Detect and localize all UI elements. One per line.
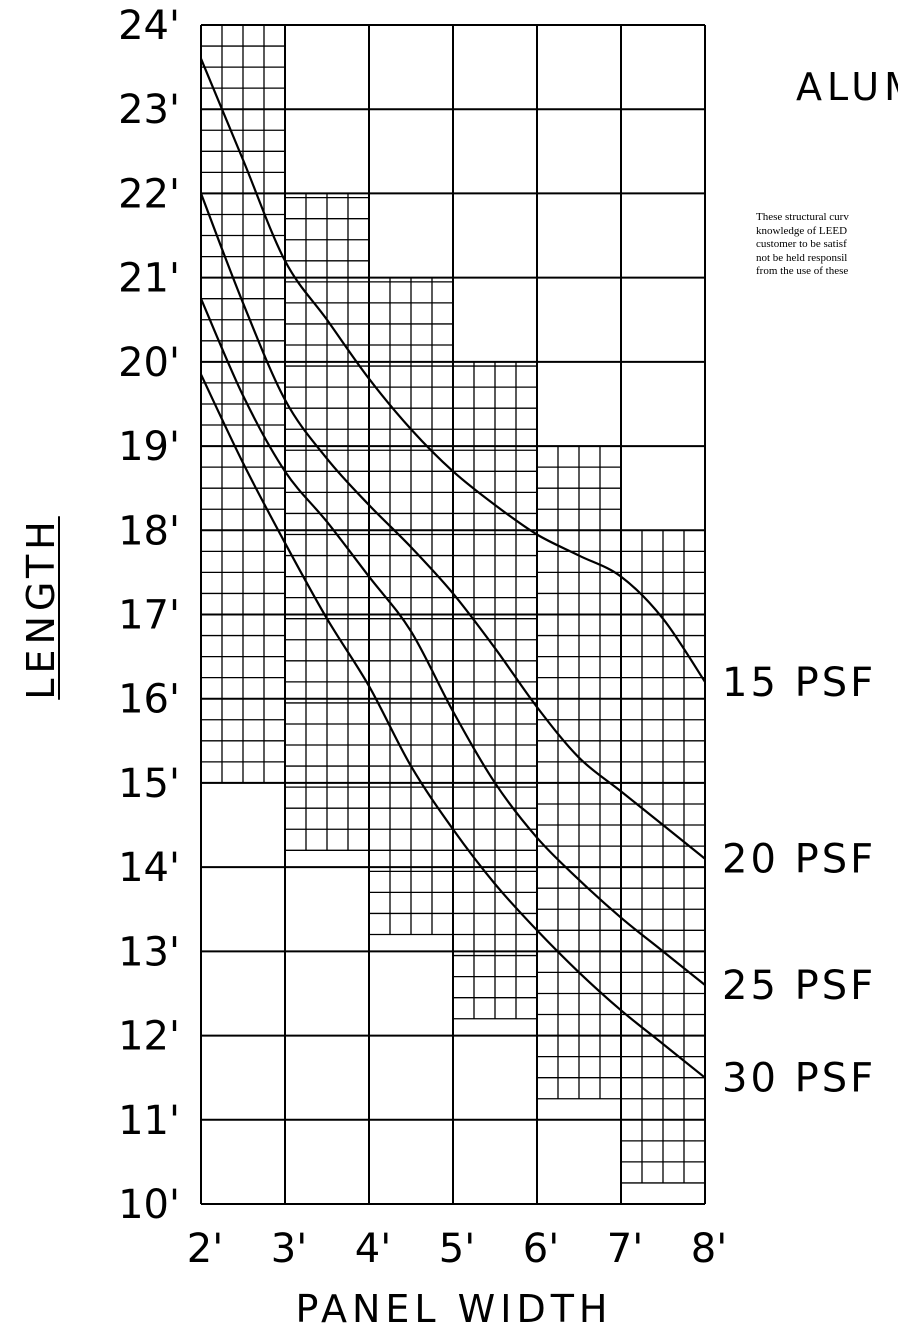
y-axis-title-group: LENGTH: [19, 516, 63, 700]
y-tick-label: 18': [118, 508, 180, 554]
disclaimer-line: customer to be satisf: [756, 238, 847, 250]
y-tick-labels: 10' 11' 12' 13' 14' 15' 16' 17' 18' 19' 20' 21' 22' 2…: [118, 3, 180, 1228]
y-tick-label: 21': [118, 256, 180, 302]
y-tick-label: 11': [118, 1098, 180, 1144]
y-tick-label: 23': [118, 87, 180, 133]
disclaimer-line: knowledge of LEED: [756, 224, 848, 237]
x-axis-title: PANEL WIDTH: [296, 1287, 613, 1326]
fine-grid-band: [453, 361, 537, 1020]
y-tick-label: 20': [118, 340, 180, 386]
x-tick-label: 8': [691, 1226, 727, 1272]
y-tick-label: 10': [118, 1182, 180, 1228]
curves: [199, 58, 706, 1079]
series-line-15-psf: [199, 58, 706, 683]
x-tick-label: 5': [439, 1226, 475, 1272]
series-label: 15 PSF: [722, 660, 876, 706]
coarse-grid: [200, 24, 706, 1205]
disclaimer-line: These structural curv: [756, 211, 849, 223]
series-label: 20 PSF: [722, 837, 876, 883]
series-label: 25 PSF: [722, 963, 876, 1009]
y-tick-label: 14': [118, 845, 180, 891]
y-tick-label: 13': [118, 929, 180, 975]
x-tick-labels: 2' 3' 4' 5' 6' 7' 8': [187, 1226, 727, 1272]
y-tick-label: 22': [118, 171, 180, 217]
x-tick-label: 2': [187, 1226, 223, 1272]
y-axis-title: LENGTH: [19, 516, 63, 699]
fine-grid: [201, 24, 705, 1184]
y-tick-label: 15': [118, 761, 180, 807]
x-tick-label: 4': [355, 1226, 391, 1272]
series-labels: 15 PSF 20 PSF 25 PSF 30 PSF: [722, 660, 876, 1102]
disclaimer-line: not be held responsil: [756, 251, 848, 264]
y-tick-label: 12': [118, 1014, 180, 1060]
y-tick-label: 16': [118, 677, 180, 723]
series-label: 30 PSF: [722, 1056, 876, 1102]
disclaimer-line: from the use of these: [756, 265, 849, 277]
series-line-20-psf: [199, 193, 706, 860]
disclaimer: These structural curv knowledge of LEED …: [756, 211, 898, 279]
x-tick-label: 3': [271, 1226, 307, 1272]
y-tick-label: 24': [118, 3, 180, 49]
fine-grid-band: [369, 277, 453, 936]
y-tick-label: 19': [118, 424, 180, 470]
heading: ALUM: [796, 65, 898, 109]
x-tick-label: 7': [607, 1226, 643, 1272]
series-line-30-psf: [200, 374, 706, 1079]
series-line-25-psf: [199, 298, 706, 986]
x-tick-label: 6': [523, 1226, 559, 1272]
y-tick-label: 17': [118, 593, 180, 639]
fine-grid-band: [621, 529, 705, 1184]
